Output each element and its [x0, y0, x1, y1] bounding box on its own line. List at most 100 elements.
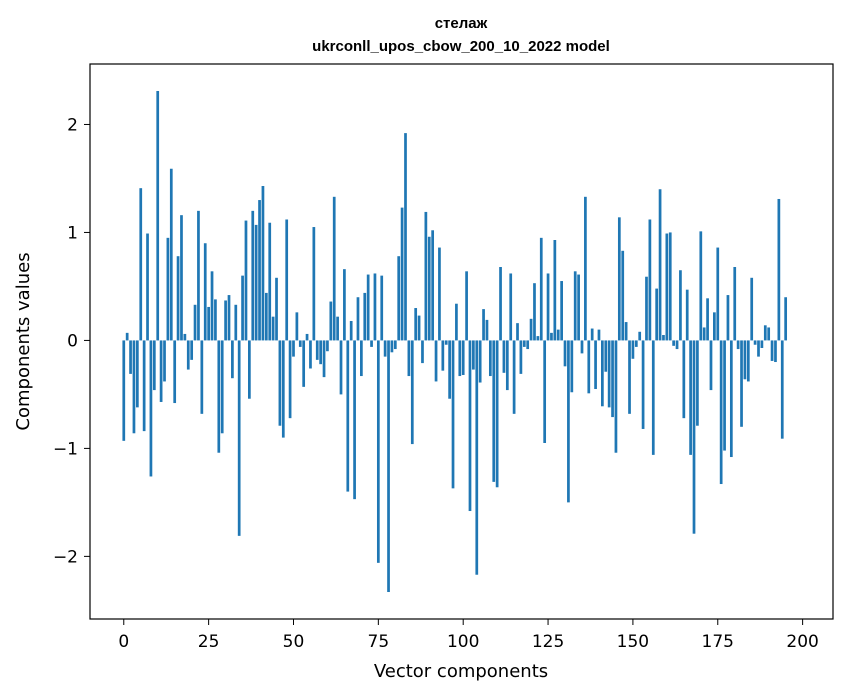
- bar: [156, 90, 160, 341]
- bar: [163, 340, 166, 382]
- bar: [631, 340, 635, 359]
- bar: [346, 340, 350, 492]
- y-tick-label: −2: [53, 547, 78, 567]
- x-tick-label: 175: [702, 632, 734, 652]
- bar: [539, 237, 543, 341]
- bar: [315, 340, 319, 360]
- bar: [393, 340, 397, 350]
- bar: [780, 340, 784, 439]
- bar: [634, 340, 638, 347]
- bar: [210, 271, 214, 341]
- bar: [275, 277, 278, 341]
- bar: [651, 340, 655, 455]
- x-axis-label: Vector components: [374, 661, 548, 682]
- bar: [624, 322, 628, 341]
- bar: [472, 340, 475, 370]
- x-tick-label: 125: [532, 632, 564, 652]
- bar: [485, 319, 489, 341]
- bar: [587, 340, 591, 394]
- bar: [271, 316, 275, 341]
- bar: [760, 340, 764, 348]
- bar: [285, 219, 289, 341]
- y-tick-label: 1: [67, 223, 78, 243]
- bar: [590, 328, 594, 341]
- bar: [682, 340, 686, 419]
- bar: [529, 318, 533, 341]
- x-tick-label: 50: [283, 632, 305, 652]
- bar: [356, 297, 360, 341]
- bar: [190, 340, 194, 360]
- bar: [431, 230, 435, 341]
- y-tick-label: 2: [67, 115, 78, 135]
- bar: [302, 340, 306, 387]
- bar: [264, 292, 268, 341]
- bar: [696, 340, 699, 426]
- bar: [268, 222, 272, 341]
- x-tick-label: 150: [617, 632, 649, 652]
- bar: [543, 340, 547, 443]
- bar: [516, 323, 519, 341]
- bar: [550, 332, 553, 341]
- bar: [645, 276, 648, 341]
- bar: [597, 329, 601, 341]
- bar: [492, 340, 496, 482]
- bar: [224, 300, 227, 341]
- bar: [723, 340, 726, 451]
- bar: [312, 227, 316, 341]
- bar: [407, 340, 411, 377]
- bar: [421, 340, 424, 364]
- bar: [628, 340, 631, 414]
- bar: [499, 267, 502, 341]
- bar: [197, 210, 200, 341]
- bar: [414, 308, 418, 341]
- bar: [726, 295, 730, 341]
- bar: [383, 340, 387, 357]
- bar: [227, 295, 231, 341]
- bar: [482, 309, 485, 341]
- bar: [573, 271, 577, 341]
- bar: [533, 283, 536, 341]
- bar: [536, 336, 540, 341]
- bar: [563, 340, 567, 367]
- bar: [519, 340, 523, 374]
- bar: [169, 168, 173, 341]
- bar: [332, 196, 336, 341]
- bar: [254, 224, 258, 341]
- bar: [502, 340, 506, 373]
- bar: [655, 288, 659, 341]
- bar: [159, 340, 163, 402]
- bar: [258, 200, 261, 341]
- bar: [594, 340, 597, 390]
- bar: [767, 327, 771, 341]
- y-axis-label: Components values: [13, 252, 34, 430]
- bar: [186, 340, 190, 370]
- chart-title-line-2: ukrconll_upos_cbow_200_10_2022 model: [312, 38, 610, 55]
- x-tick-label: 100: [447, 632, 479, 652]
- bar: [736, 340, 740, 350]
- bar: [343, 269, 346, 341]
- bar: [505, 340, 509, 391]
- bar: [750, 277, 754, 341]
- bar: [200, 340, 204, 414]
- bar: [702, 327, 706, 341]
- bar: [373, 273, 377, 341]
- bar: [142, 340, 146, 432]
- bar: [461, 340, 465, 375]
- bar: [512, 340, 516, 414]
- bar: [360, 340, 363, 377]
- bar: [556, 329, 560, 341]
- bar: [400, 207, 404, 341]
- bar: [713, 312, 716, 341]
- bar: [390, 340, 394, 353]
- plot-frame: [89, 63, 834, 620]
- bar: [672, 340, 675, 346]
- bar: [553, 240, 557, 341]
- x-tick-label: 25: [198, 632, 220, 652]
- bar: [617, 217, 621, 341]
- bar: [753, 340, 757, 345]
- bar: [203, 243, 207, 341]
- bar: [336, 316, 339, 341]
- bar: [387, 340, 390, 593]
- bar: [475, 340, 479, 575]
- x-tick-label: 0: [118, 632, 129, 652]
